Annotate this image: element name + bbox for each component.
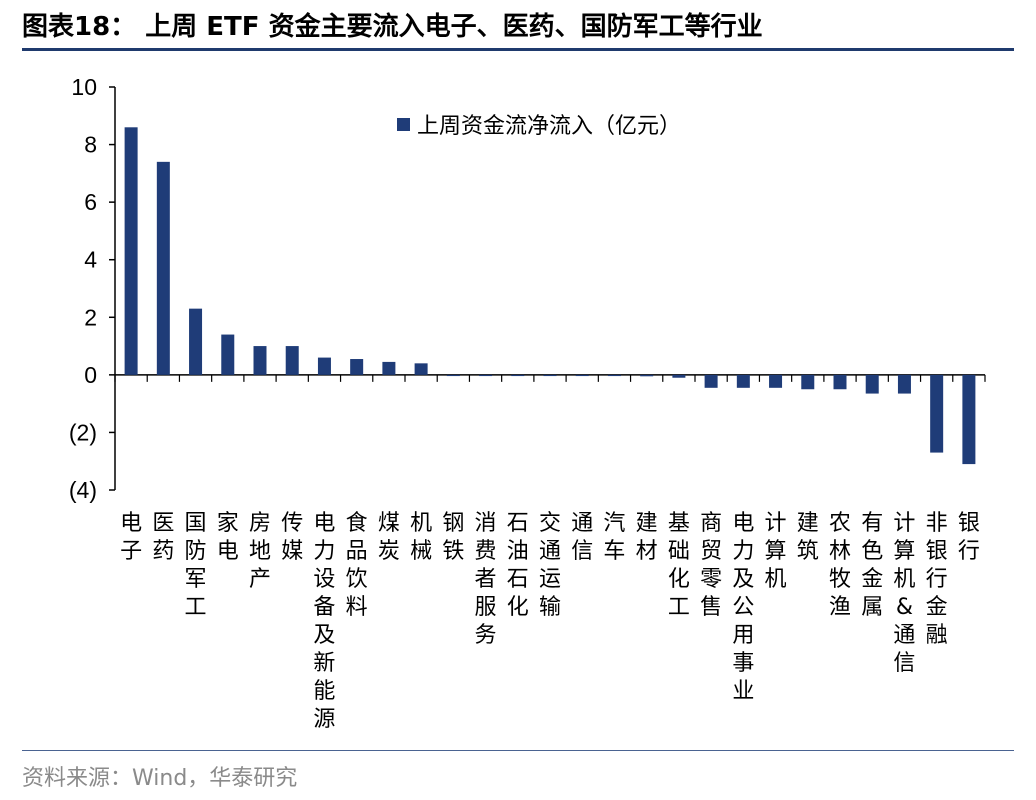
x-tick-label: 家电 bbox=[217, 511, 239, 564]
bar bbox=[189, 308, 203, 375]
bar bbox=[833, 374, 847, 390]
bar bbox=[962, 374, 976, 465]
y-tick-label: (4) bbox=[69, 477, 97, 503]
bar bbox=[317, 357, 331, 375]
bar bbox=[897, 374, 911, 394]
x-tick-label: 石油石化 bbox=[507, 511, 529, 620]
bar bbox=[382, 361, 396, 375]
x-tick-label: 消费者服务 bbox=[475, 511, 497, 648]
x-tick-label: 电力设备及新能源 bbox=[313, 511, 335, 732]
bar bbox=[865, 374, 879, 394]
chart-title: 图表18： 上周 ETF 资金主要流入电子、医药、国防军工等行业 bbox=[22, 12, 763, 42]
x-tick-label: 农林牧渔 bbox=[829, 511, 851, 620]
x-tick-label: 煤炭 bbox=[378, 511, 400, 564]
y-tick-label: 8 bbox=[84, 132, 97, 158]
y-axis: 10 8 6 4 2 0 (2) (4) bbox=[69, 74, 116, 503]
x-tick-label: 计算机 bbox=[765, 511, 787, 592]
legend: 上周资金流净流入（亿元） bbox=[397, 114, 681, 139]
bar bbox=[479, 374, 493, 377]
y-tick-label: 0 bbox=[84, 362, 97, 388]
y-tick-label: 6 bbox=[84, 189, 97, 215]
bar bbox=[704, 374, 718, 388]
x-tick-label: 建筑 bbox=[797, 511, 819, 564]
bar bbox=[736, 374, 750, 388]
bar bbox=[543, 374, 557, 377]
bar bbox=[253, 346, 267, 375]
bar bbox=[801, 374, 815, 390]
bar bbox=[285, 346, 299, 375]
bar bbox=[221, 334, 235, 375]
title-divider bbox=[22, 48, 1014, 51]
bars bbox=[124, 127, 976, 465]
y-tick-label: 2 bbox=[84, 304, 97, 330]
bar bbox=[446, 374, 460, 377]
legend-swatch bbox=[397, 118, 410, 131]
bar bbox=[511, 374, 525, 377]
y-tick-label: 4 bbox=[84, 247, 97, 273]
legend-label: 上周资金流净流入（亿元） bbox=[417, 114, 681, 139]
bar-chart: 10 8 6 4 2 0 (2) (4) 电子医药国防军工家电房地产传媒电力设备及新能源食品饮… bbox=[69, 74, 986, 732]
x-tick-label: 医药 bbox=[152, 511, 174, 564]
x-tick-label: 计算机&通信 bbox=[893, 511, 915, 676]
bar bbox=[414, 363, 428, 375]
x-tick-labels: 电子医药国防军工家电房地产传媒电力设备及新能源食品饮料煤炭机械钢铁消费者服务石油… bbox=[120, 511, 980, 732]
x-tick-label: 机械 bbox=[410, 511, 432, 564]
bar bbox=[575, 374, 589, 377]
x-tick-label: 银行 bbox=[958, 511, 980, 564]
y-tick-label: 10 bbox=[71, 74, 97, 100]
x-tick-label: 电子 bbox=[120, 511, 142, 564]
x-tick-label: 汽车 bbox=[603, 511, 625, 564]
x-tick-label: 有色金属 bbox=[861, 511, 883, 620]
footer-divider bbox=[22, 750, 1014, 751]
x-tick-label: 非银行金融 bbox=[926, 511, 948, 648]
bar bbox=[640, 374, 654, 377]
x-tick-label: 传媒 bbox=[281, 511, 303, 564]
y-tick-label: (2) bbox=[69, 419, 97, 445]
x-tick-label: 基础化工 bbox=[668, 511, 690, 620]
bar bbox=[769, 374, 783, 388]
bar bbox=[156, 161, 170, 375]
bar bbox=[607, 374, 621, 377]
x-tick-label: 食品饮料 bbox=[346, 511, 368, 620]
bar bbox=[930, 374, 944, 453]
bar bbox=[672, 374, 686, 378]
x-tick-label: 通信 bbox=[571, 511, 593, 564]
bar bbox=[124, 127, 138, 375]
x-tick-label: 建材 bbox=[636, 511, 658, 564]
source-note: 资料来源：Wind，华泰研究 bbox=[22, 766, 298, 791]
x-tick-label: 交通运输 bbox=[539, 511, 561, 620]
x-tick-label: 房地产 bbox=[249, 511, 271, 592]
x-tick-label: 国防军工 bbox=[185, 511, 207, 620]
x-tick-label: 钢铁 bbox=[442, 511, 464, 564]
x-tick-label: 电力及公用事业 bbox=[732, 511, 754, 704]
bar bbox=[350, 359, 364, 375]
x-tick-label: 商贸零售 bbox=[700, 511, 722, 620]
